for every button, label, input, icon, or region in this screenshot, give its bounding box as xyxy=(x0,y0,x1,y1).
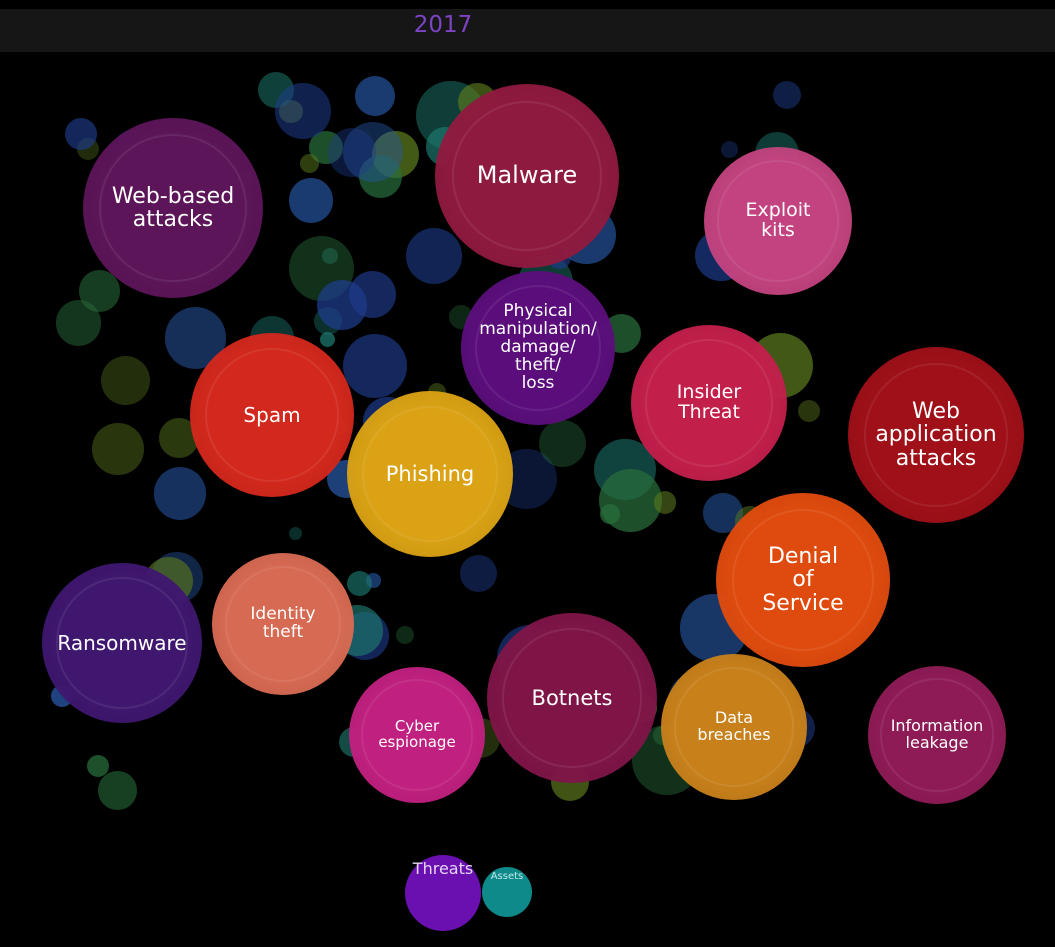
threat-bubble[interactable]: Spam xyxy=(190,333,354,497)
background-bubble xyxy=(100,355,151,406)
threat-bubble[interactable]: Insider Threat xyxy=(631,325,787,481)
background-bubble xyxy=(316,280,367,331)
bubble-label: leakage xyxy=(905,733,969,752)
legend-circle[interactable] xyxy=(482,867,532,917)
bubble-ring xyxy=(474,284,602,412)
bubble-ring xyxy=(731,508,875,652)
bubble-label: Phishing xyxy=(385,461,475,486)
threat-bubble[interactable]: Exploit kits xyxy=(704,147,852,295)
bubble-label: Data xyxy=(714,708,754,728)
bubble-label: Web xyxy=(912,399,960,425)
bubble-label: Web-based xyxy=(111,183,235,209)
bubble-ring xyxy=(204,347,340,483)
background-bubble xyxy=(459,555,497,593)
bubble-ring xyxy=(361,679,473,791)
legend-label: Assets xyxy=(490,871,524,882)
bubble-label: Botnets xyxy=(531,685,613,710)
background-bubble xyxy=(721,141,738,158)
background-bubble xyxy=(78,270,121,313)
background-bubble xyxy=(98,771,137,810)
background-bubble xyxy=(653,491,677,514)
bubble-label: damage/ xyxy=(500,337,576,358)
background-bubble xyxy=(406,227,462,284)
background-bubble xyxy=(358,154,403,199)
bubble-label: espionage xyxy=(378,733,456,751)
bubble-label: Insider xyxy=(676,381,742,404)
threat-bubble[interactable]: Identity theft xyxy=(212,553,354,695)
background-bubble xyxy=(599,469,663,532)
threat-bubble[interactable]: Physical manipulation/damage/theft/loss xyxy=(461,271,615,425)
threat-bubble[interactable]: Ransomware xyxy=(42,563,202,723)
bubble-ring xyxy=(99,134,247,282)
background-bubble xyxy=(86,754,110,778)
threat-bubble[interactable]: Information leakage xyxy=(868,666,1006,804)
bubble-ring xyxy=(361,405,499,543)
bubble-label: Identity xyxy=(250,604,316,625)
bubble-label: of xyxy=(792,567,814,593)
background-bubble xyxy=(797,399,821,422)
bubble-label: attacks xyxy=(132,207,214,232)
background-bubble xyxy=(319,332,335,348)
bubble-label: theft xyxy=(262,622,304,642)
background-bubble xyxy=(342,334,407,399)
background-bubble xyxy=(153,467,207,520)
threat-bubble[interactable]: Web-based attacks xyxy=(83,118,263,298)
background-bubble xyxy=(538,420,586,468)
threat-bubble[interactable]: Cyber espionage xyxy=(349,667,485,803)
background-bubble xyxy=(288,526,302,540)
background-bubble xyxy=(343,121,404,183)
bubble-label: breaches xyxy=(697,725,771,744)
bubble-label: Physical xyxy=(503,301,573,322)
bubble-ring xyxy=(674,667,794,787)
bubble-label: loss xyxy=(521,372,555,393)
background-bubble xyxy=(288,178,334,223)
bubble-ring xyxy=(451,100,603,252)
background-bubble xyxy=(64,117,97,150)
bubble-ring xyxy=(224,565,342,683)
threat-bubble[interactable]: Web application attacks xyxy=(848,347,1024,523)
background-bubble xyxy=(92,423,144,475)
threat-bubble[interactable]: Denial of Service xyxy=(716,493,890,667)
background-bubble xyxy=(395,626,414,645)
bubble-label: theft/ xyxy=(515,354,561,375)
bubble-label: Ransomware xyxy=(57,630,187,655)
bubble-label: Cyber xyxy=(394,717,440,736)
bubble-ring xyxy=(645,339,773,467)
bubble-label: kits xyxy=(761,219,795,241)
background-bubble xyxy=(299,154,319,173)
bubble-label: Information xyxy=(890,716,984,736)
background-bubble xyxy=(275,83,331,139)
bubble-ring xyxy=(880,678,994,792)
threat-bubble[interactable]: Botnets xyxy=(487,613,657,783)
bubble-ring xyxy=(502,628,642,768)
bubble-label: Threat xyxy=(678,401,740,423)
background-bubble xyxy=(322,247,339,264)
threat-bubble[interactable]: Data breaches xyxy=(661,654,807,800)
bubble-ring xyxy=(56,577,188,709)
bubble-ring xyxy=(717,160,839,282)
threat-bubble[interactable]: Phishing xyxy=(347,391,513,557)
bubble-label: Spam xyxy=(243,402,301,427)
year-label[interactable]: 2017 xyxy=(413,12,473,38)
bubble-label: Exploit xyxy=(745,199,811,222)
bubble-label: Service xyxy=(762,590,844,616)
bubble-label: Denial xyxy=(767,544,839,570)
bubble-label: Malware xyxy=(476,161,578,190)
threat-bubble[interactable]: Malware xyxy=(435,84,619,268)
bubble-label: application xyxy=(875,422,997,448)
bubble-label: attacks xyxy=(895,445,977,471)
bubble-label: manipulation/ xyxy=(479,319,597,340)
background-bubble xyxy=(354,75,396,117)
legend-circle[interactable] xyxy=(405,855,481,931)
background-bubble xyxy=(772,81,801,110)
background-bubble xyxy=(346,571,372,597)
background-bubble xyxy=(327,128,377,177)
header-bar xyxy=(0,9,1055,52)
legend-label: Threats xyxy=(412,859,474,878)
bubble-ring xyxy=(863,362,1009,508)
